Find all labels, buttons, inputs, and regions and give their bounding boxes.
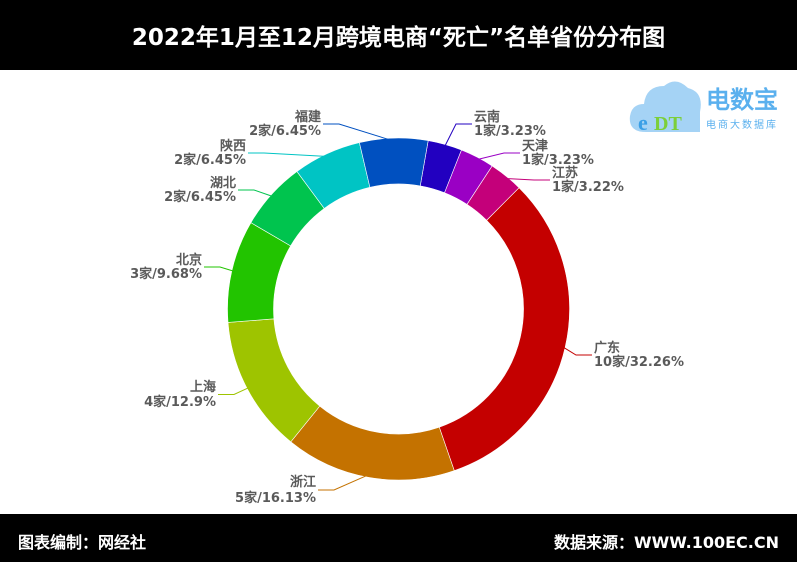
slice-label-value: 2家/6.45% [164, 189, 236, 205]
slice-label-value: 1家/3.23% [474, 123, 546, 139]
slice-label-name: 上海 [190, 379, 216, 395]
leader-line [323, 123, 394, 142]
leader-line [248, 152, 328, 158]
slice-label-value: 1家/3.22% [552, 179, 624, 195]
slice-label-name: 江苏 [552, 165, 578, 181]
slice-label-value: 5家/16.13% [235, 490, 316, 506]
footer-source: 数据来源：WWW.100EC.CN [553, 533, 779, 552]
leader-line [218, 386, 251, 395]
svg-text:DT: DT [654, 113, 682, 135]
leader-line [561, 346, 592, 356]
slice-label-name: 北京 [176, 252, 202, 268]
slice-label-name: 天津 [522, 138, 548, 154]
slice-label-value: 10家/32.26% [594, 354, 684, 370]
slice-福建[interactable] [359, 137, 429, 188]
chart-title: 2022年1月至12月跨境电商“死亡”名单省份分布图 [0, 0, 797, 70]
slice-广东[interactable] [438, 187, 570, 472]
slice-label-value: 4家/12.9% [144, 394, 216, 410]
slice-label-name: 广东 [594, 340, 620, 356]
slice-label-value: 2家/6.45% [249, 123, 321, 139]
logo: e DT 电数宝 电商大数据库 [629, 81, 778, 135]
slice-label-name: 陕西 [220, 138, 246, 154]
slice-浙江[interactable] [290, 405, 455, 481]
slice-label-value: 3家/9.68% [130, 266, 202, 282]
slice-label-name: 云南 [474, 109, 500, 125]
slice-label-value: 1家/3.23% [522, 152, 594, 168]
slice-label-value: 2家/6.45% [174, 152, 246, 168]
footer-credit: 图表编制：网经社 [18, 533, 147, 552]
footer: 图表编制：网经社 数据来源：WWW.100EC.CN [0, 514, 797, 562]
slice-label-name: 湖北 [210, 176, 236, 191]
leader-line [318, 473, 370, 491]
slice-label-name: 浙江 [290, 474, 316, 490]
slice-label-name: 福建 [294, 109, 321, 125]
logo-sub: 电商大数据库 [706, 118, 778, 131]
leader-line [204, 266, 235, 272]
leader-line [475, 152, 520, 161]
slice-上海[interactable] [227, 318, 321, 443]
leader-line [504, 177, 550, 181]
svg-text:e: e [638, 110, 648, 135]
leader-line [443, 123, 472, 148]
leader-line [238, 189, 274, 198]
logo-name: 电数宝 [706, 86, 778, 114]
